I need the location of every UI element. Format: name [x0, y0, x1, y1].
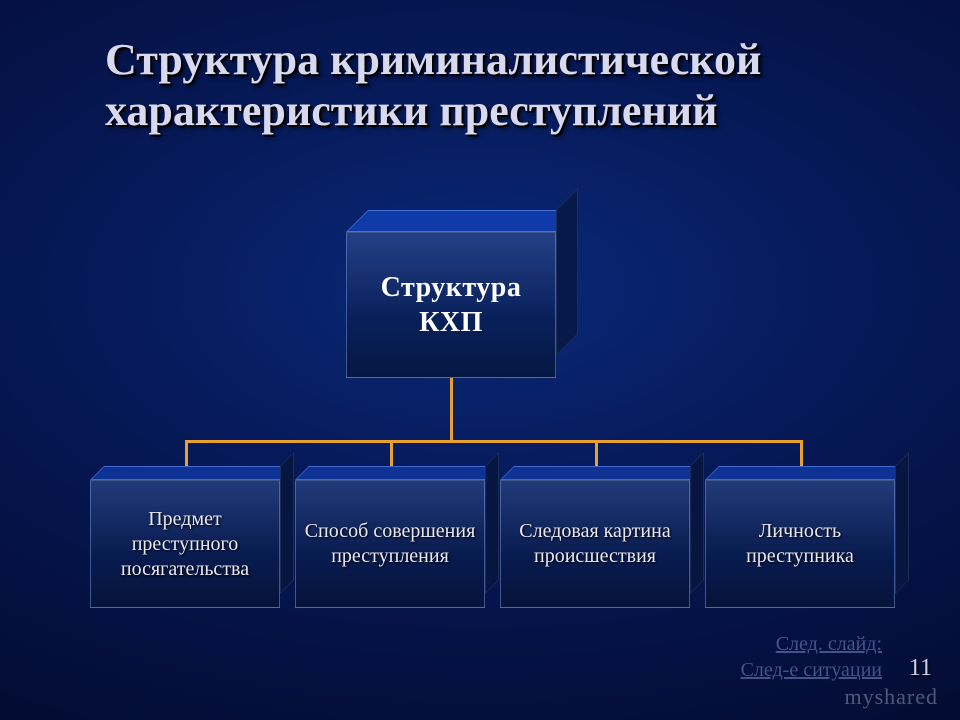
- child-node: Следовая картина происшествия: [500, 480, 690, 608]
- child-node: Личность преступника: [705, 480, 895, 608]
- child-node-label: Способ совершения преступления: [295, 480, 485, 608]
- footer-link-next-slide[interactable]: След. слайд:: [776, 633, 882, 656]
- child-node-label: Предмет преступного посягательства: [90, 480, 280, 608]
- root-node: СтруктураКХП: [346, 232, 556, 378]
- child-node: Предмет преступного посягательства: [90, 480, 280, 608]
- slide-title: Структура криминалистической характерист…: [105, 35, 905, 136]
- root-node-label: СтруктураКХП: [346, 232, 556, 378]
- page-number: 11: [909, 655, 932, 682]
- child-node-label: Личность преступника: [705, 480, 895, 608]
- child-node-label: Следовая картина происшествия: [500, 480, 690, 608]
- connector-trunk: [450, 378, 453, 440]
- child-node: Способ совершения преступления: [295, 480, 485, 608]
- footer-link-situations[interactable]: След-е ситуации: [741, 659, 882, 682]
- watermark: myshared: [844, 684, 938, 710]
- connector-hbar: [185, 440, 800, 443]
